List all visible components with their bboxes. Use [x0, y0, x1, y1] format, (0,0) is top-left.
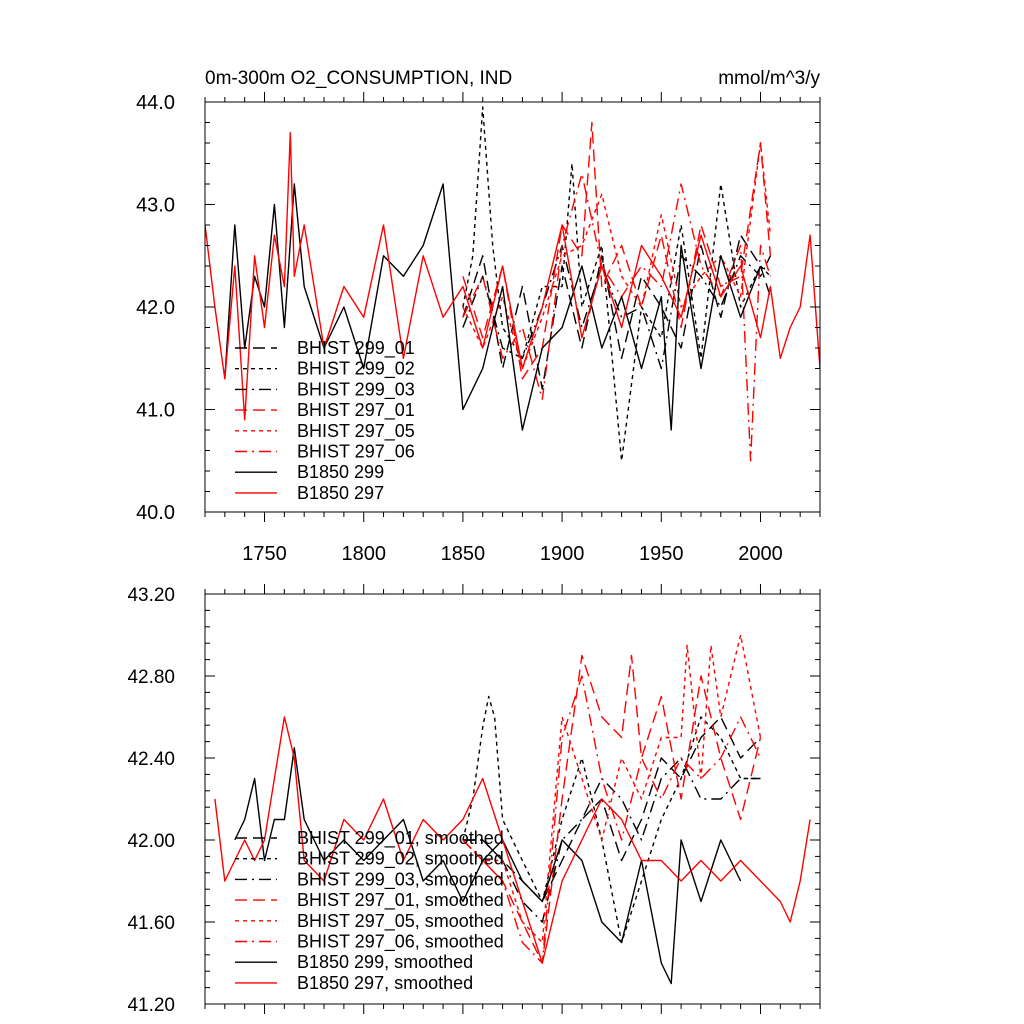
- legend-label: BHIST 299_01: [297, 338, 415, 359]
- y-tick-label: 44.0: [136, 92, 175, 114]
- legend-label: B1850 297: [297, 483, 384, 503]
- legend-label: BHIST 297_06: [297, 442, 415, 463]
- x-tick-label: 1750: [242, 543, 287, 565]
- x-tick-label: 2000: [738, 543, 783, 565]
- y-tick-label: 43.20: [127, 585, 175, 606]
- legend-label: BHIST 297_05, smoothed: [297, 911, 504, 932]
- series-line-5: [462, 173, 772, 462]
- legend-label: BHIST 299_02, smoothed: [297, 849, 504, 870]
- series-line-4: [462, 142, 772, 370]
- y-tick-label: 42.0: [136, 297, 175, 319]
- legend-label: BHIST 299_02: [297, 359, 415, 380]
- series-line-4: [462, 634, 762, 944]
- y-tick-label: 42.80: [127, 667, 175, 688]
- y-tick-label: 40.0: [136, 502, 175, 524]
- y-tick-label: 42.40: [127, 749, 175, 770]
- series-line-1: [462, 695, 761, 944]
- y-tick-label: 41.0: [136, 400, 175, 422]
- plot-area: [205, 106, 820, 462]
- series-line-3: [462, 654, 762, 964]
- series-line-6: [234, 747, 742, 985]
- series-line-7: [205, 131, 820, 421]
- series-line-7: [214, 716, 811, 964]
- y-tick-label: 42.00: [127, 831, 175, 852]
- chart-1-units: mmol/m^3/y: [718, 68, 820, 89]
- chart-1-panel: 40.0 41.0 42.0 43.0 44.0 1750 1800 1850 1900 1950…: [136, 92, 821, 565]
- legend-label: BHIST 297_01, smoothed: [297, 890, 504, 911]
- legend-label: BHIST 299_03, smoothed: [297, 869, 504, 890]
- x-tick-label: 1800: [341, 543, 386, 565]
- series-line-2: [462, 757, 761, 923]
- y-tick-label: 41.60: [127, 913, 175, 934]
- legend-label: B1850 299, smoothed: [297, 952, 473, 972]
- series-line-5: [462, 675, 762, 964]
- y-tick-label: 43.0: [136, 195, 175, 217]
- legend-label: BHIST 297_06, smoothed: [297, 932, 504, 953]
- series-line-6: [224, 183, 762, 431]
- y-tick-label: 41.20: [127, 995, 175, 1016]
- x-tick-label: 1950: [639, 543, 684, 565]
- legend-label: B1850 299: [297, 462, 384, 482]
- chart-1-title: 0m-300m O2_CONSUMPTION, IND: [205, 68, 512, 89]
- series-line-1: [462, 106, 771, 462]
- x-tick-label: 1850: [441, 543, 486, 565]
- x-tick-label: 1900: [540, 543, 585, 565]
- chart-2-panel: 41.20 41.60 42.00 42.40 42.80 43.20 BHIST 299_…: [127, 584, 821, 1016]
- plot-area: [214, 634, 811, 985]
- series-line-2: [462, 244, 772, 370]
- series-line-0: [462, 234, 772, 390]
- legend-label: BHIST 299_03: [297, 379, 415, 400]
- legend-label: B1850 297, smoothed: [297, 973, 473, 993]
- series-line-3: [462, 121, 772, 380]
- plot-frame: [204, 593, 821, 1005]
- legend-label: BHIST 297_01: [297, 400, 415, 421]
- legend-label: BHIST 299_01, smoothed: [297, 828, 504, 849]
- legend-label: BHIST 297_05: [297, 421, 415, 442]
